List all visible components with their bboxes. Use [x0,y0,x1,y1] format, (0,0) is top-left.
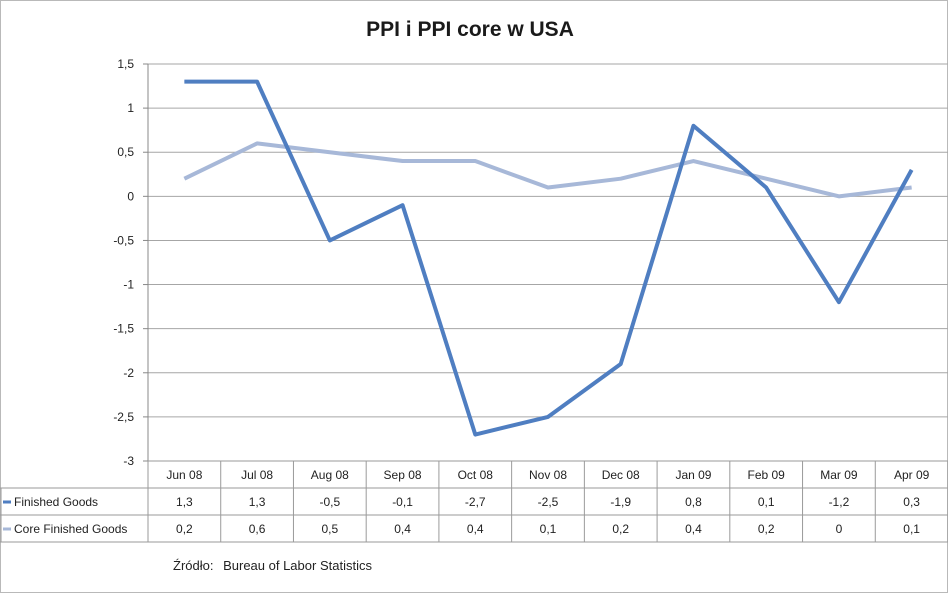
source-note: Źródło: Bureau of Labor Statistics [173,558,378,573]
x-category-label: Jun 08 [166,468,202,482]
x-category-label: Sep 08 [384,468,422,482]
data-label: 0,4 [685,522,702,536]
data-label: -1,2 [829,495,850,509]
data-label: 0 [836,522,843,536]
y-tick-label: -2,5 [113,410,134,424]
data-label: 1,3 [249,495,266,509]
series-line [184,79,914,437]
y-tick-label: -1 [123,278,134,292]
data-label: -2,7 [465,495,486,509]
data-label: 0,5 [321,522,338,536]
data-label: 0,8 [685,495,702,509]
data-label: -0,1 [392,495,413,509]
legend-label: Finished Goods [14,495,98,509]
data-label: 0,4 [467,522,484,536]
series-line [183,141,912,199]
x-category-label: Mar 09 [820,468,858,482]
source-text: Bureau of Labor Statistics [223,558,372,573]
x-category-label: Jul 08 [241,468,273,482]
data-label: 0,1 [903,522,920,536]
data-label: 0,2 [758,522,775,536]
y-tick-label: 1 [127,101,134,115]
data-label: 0,1 [758,495,775,509]
data-label: 0,4 [394,522,411,536]
chart-title: PPI i PPI core w USA [366,18,574,41]
y-tick-label: -2 [123,366,134,380]
data-label: 0,2 [612,522,629,536]
legend-label: Core Finished Goods [14,522,127,536]
x-category-label: Jan 09 [675,468,711,482]
data-label: 1,3 [176,495,193,509]
x-category-label: Oct 08 [458,468,494,482]
data-label: 0,1 [540,522,557,536]
data-label: 0,2 [176,522,193,536]
y-tick-label: -1,5 [113,322,134,336]
data-label: 0,3 [903,495,920,509]
x-category-label: Apr 09 [894,468,930,482]
y-tick-label: -3 [123,454,134,468]
x-category-label: Feb 09 [748,468,786,482]
x-category-label: Dec 08 [602,468,640,482]
data-label: -0,5 [319,495,340,509]
y-tick-label: 0 [127,189,134,203]
data-label: -2,5 [538,495,559,509]
source-label: Źródło: [173,558,214,573]
y-tick-label: 1,5 [117,57,134,71]
x-category-label: Nov 08 [529,468,567,482]
x-category-label: Aug 08 [311,468,349,482]
y-tick-label: -0,5 [113,233,134,247]
y-tick-label: 0,5 [117,145,134,159]
data-label: 0,6 [249,522,266,536]
data-label: -1,9 [610,495,631,509]
